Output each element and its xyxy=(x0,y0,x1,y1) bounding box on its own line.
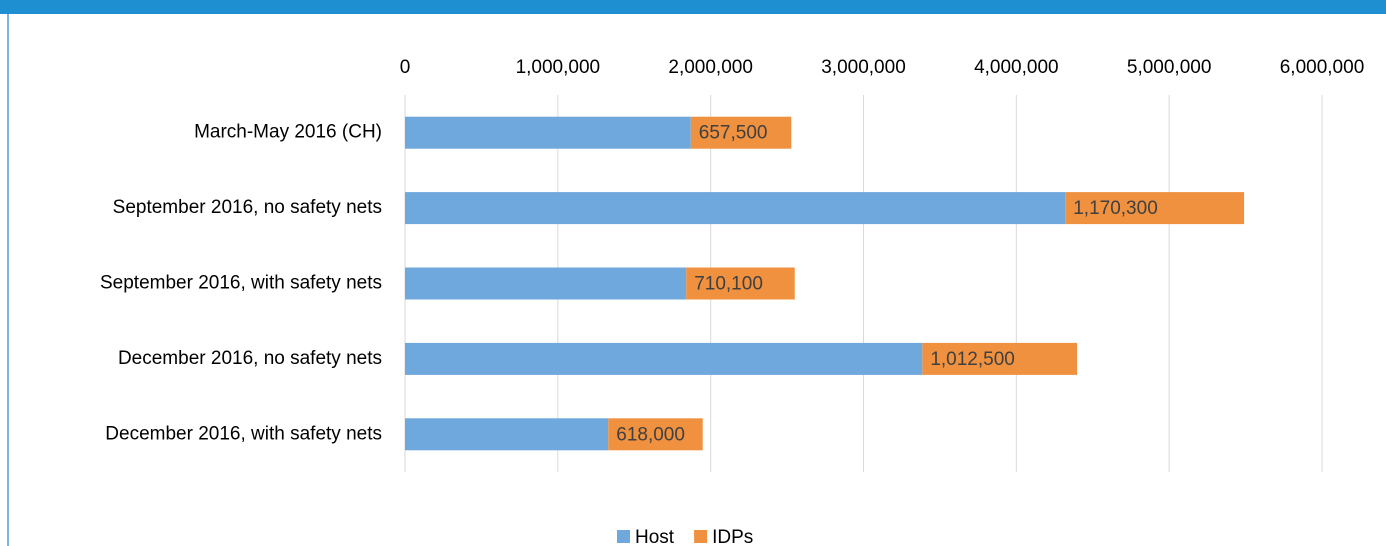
x-tick-label: 6,000,000 xyxy=(1280,57,1365,78)
legend-swatch xyxy=(617,530,630,543)
y-tick-label: September 2016, no safety nets xyxy=(113,197,382,218)
value-label: 710,100 xyxy=(694,274,763,295)
x-tick-label: 1,000,000 xyxy=(516,57,601,78)
bar-segment xyxy=(1065,192,1245,225)
x-tick-label: 4,000,000 xyxy=(974,57,1059,78)
bar-segment xyxy=(690,116,792,149)
y-tick-label: September 2016, with safety nets xyxy=(100,273,382,294)
y-tick-label: December 2016, no safety nets xyxy=(118,348,382,369)
x-tick-label: 5,000,000 xyxy=(1127,57,1212,78)
bar-segment xyxy=(405,342,923,375)
x-tick-label: 2,000,000 xyxy=(668,57,753,78)
title-banner xyxy=(0,0,1386,14)
value-label: 657,500 xyxy=(699,123,768,144)
y-tick-label: December 2016, with safety nets xyxy=(105,423,382,444)
bar-segment xyxy=(405,267,687,300)
bar-segment xyxy=(922,342,1078,375)
bar-segment xyxy=(686,267,795,300)
x-tick-label: 0 xyxy=(400,57,411,78)
bar-segment xyxy=(405,116,691,149)
bar-segment xyxy=(608,418,703,451)
value-label: 618,000 xyxy=(616,424,685,445)
legend-label: IDPs xyxy=(712,527,753,546)
legend-swatch xyxy=(694,530,708,543)
bar-segment xyxy=(405,418,609,451)
y-tick-label: March-May 2016 (CH) xyxy=(194,122,382,143)
legend-label: Host xyxy=(635,527,675,546)
x-tick-label: 3,000,000 xyxy=(821,57,906,78)
bar-segment xyxy=(405,192,1066,225)
value-label: 1,170,300 xyxy=(1073,198,1158,219)
value-label: 1,012,500 xyxy=(930,349,1015,370)
